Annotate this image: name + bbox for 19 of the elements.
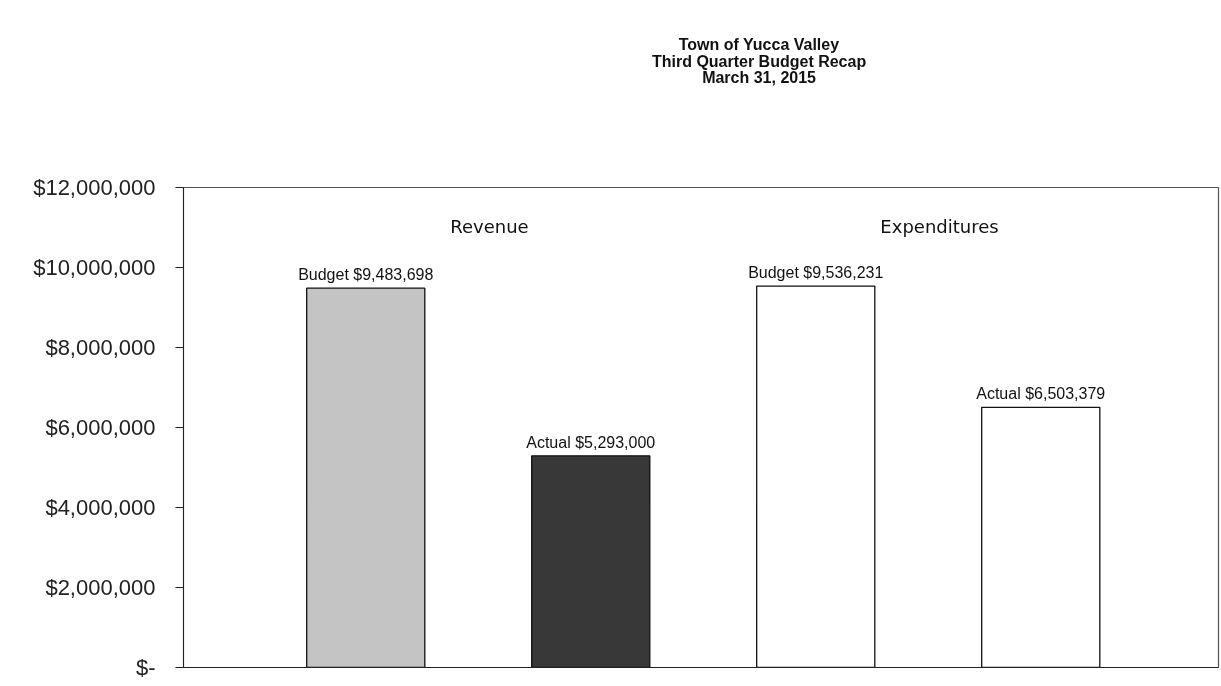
- bar: [531, 455, 651, 668]
- bar: [306, 287, 426, 668]
- y-tick-label: $10,000,000: [33, 255, 156, 280]
- chart-title: Town of Yucca Valley: [678, 36, 840, 53]
- data-label: Budget $9,536,231: [748, 264, 884, 282]
- y-tick-label: $-: [135, 655, 156, 680]
- data-label: Actual $5,293,000: [526, 433, 656, 451]
- chart-subtitle: Third Quarter Budget Recap March 31, 2015: [651, 53, 867, 86]
- y-tick-label: $6,000,000: [45, 415, 156, 440]
- y-tick-label: $8,000,000: [45, 335, 156, 360]
- y-tick-label: $4,000,000: [45, 495, 156, 520]
- data-label: Actual $6,503,379: [976, 385, 1106, 403]
- y-tick-label: $12,000,000: [33, 175, 156, 200]
- bar: [981, 406, 1101, 668]
- annotation: Expenditures: [880, 215, 999, 237]
- y-tick-label: $2,000,000: [45, 575, 156, 600]
- annotation: Revenue: [450, 215, 529, 237]
- bar: [756, 285, 876, 668]
- data-label: Budget $9,483,698: [298, 266, 434, 284]
